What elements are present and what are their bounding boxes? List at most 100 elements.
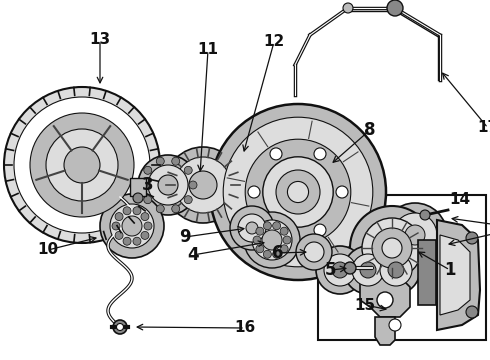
Circle shape: [238, 214, 266, 242]
Circle shape: [223, 117, 373, 267]
Circle shape: [252, 220, 292, 260]
Circle shape: [262, 230, 282, 250]
Circle shape: [388, 262, 404, 278]
Circle shape: [272, 250, 281, 258]
Circle shape: [387, 0, 403, 16]
Circle shape: [133, 207, 141, 215]
Text: 12: 12: [264, 35, 285, 49]
Circle shape: [115, 213, 123, 221]
Circle shape: [466, 232, 478, 244]
Circle shape: [245, 139, 351, 245]
Polygon shape: [360, 277, 410, 317]
Circle shape: [144, 166, 152, 174]
Text: 15: 15: [354, 297, 375, 312]
Circle shape: [280, 227, 288, 235]
Circle shape: [123, 207, 131, 215]
Circle shape: [141, 231, 149, 239]
Circle shape: [133, 237, 141, 245]
Circle shape: [389, 319, 401, 331]
Circle shape: [393, 213, 437, 257]
Circle shape: [184, 196, 192, 204]
Circle shape: [280, 245, 288, 253]
Circle shape: [110, 204, 154, 248]
Circle shape: [139, 181, 147, 189]
Circle shape: [316, 246, 364, 294]
Text: 5: 5: [324, 261, 336, 279]
Circle shape: [372, 228, 412, 268]
Text: 1: 1: [444, 261, 456, 279]
Bar: [418, 240, 436, 305]
Circle shape: [420, 210, 430, 220]
Circle shape: [144, 222, 152, 230]
Circle shape: [144, 196, 152, 204]
Circle shape: [405, 225, 425, 245]
Circle shape: [172, 205, 180, 213]
Circle shape: [253, 236, 261, 244]
Circle shape: [362, 218, 422, 278]
Text: 16: 16: [234, 320, 256, 336]
Bar: [318, 195, 486, 340]
Circle shape: [138, 155, 198, 215]
Circle shape: [246, 222, 258, 234]
Circle shape: [123, 237, 131, 245]
Text: 17: 17: [477, 121, 490, 135]
Text: 13: 13: [90, 32, 111, 48]
Circle shape: [113, 320, 127, 334]
Circle shape: [210, 104, 386, 280]
Circle shape: [263, 222, 271, 230]
Circle shape: [30, 113, 134, 217]
Circle shape: [4, 87, 160, 243]
Circle shape: [344, 246, 392, 294]
Text: 10: 10: [37, 243, 59, 257]
Circle shape: [189, 171, 217, 199]
Circle shape: [133, 193, 143, 203]
Circle shape: [256, 227, 264, 235]
Circle shape: [272, 222, 281, 230]
Circle shape: [352, 254, 384, 286]
Circle shape: [382, 238, 402, 258]
Circle shape: [263, 157, 333, 227]
Circle shape: [343, 3, 353, 13]
Circle shape: [244, 212, 300, 268]
Circle shape: [175, 157, 231, 213]
Circle shape: [158, 175, 178, 195]
Polygon shape: [437, 220, 480, 330]
Circle shape: [112, 222, 120, 230]
Circle shape: [304, 242, 324, 262]
Circle shape: [156, 205, 164, 213]
Circle shape: [230, 206, 274, 250]
Text: 14: 14: [449, 193, 470, 207]
Circle shape: [100, 194, 164, 258]
Circle shape: [314, 224, 326, 236]
Text: 6: 6: [272, 244, 284, 262]
Circle shape: [165, 147, 241, 223]
Circle shape: [380, 254, 412, 286]
Circle shape: [332, 262, 348, 278]
Circle shape: [324, 254, 356, 286]
Circle shape: [172, 157, 180, 165]
Circle shape: [350, 206, 434, 290]
Circle shape: [288, 181, 309, 203]
Circle shape: [256, 245, 264, 253]
Circle shape: [189, 181, 197, 189]
Circle shape: [122, 216, 142, 236]
Circle shape: [296, 234, 332, 270]
Circle shape: [383, 203, 447, 267]
Circle shape: [283, 236, 291, 244]
Circle shape: [46, 129, 118, 201]
Circle shape: [344, 262, 356, 274]
Circle shape: [156, 157, 164, 165]
Circle shape: [14, 97, 150, 233]
Circle shape: [372, 246, 420, 294]
Circle shape: [276, 170, 320, 214]
Circle shape: [270, 148, 282, 160]
Circle shape: [314, 148, 326, 160]
Circle shape: [377, 292, 393, 308]
Circle shape: [336, 186, 348, 198]
Bar: [130, 178, 146, 196]
Text: 3: 3: [142, 176, 154, 194]
Polygon shape: [375, 317, 395, 345]
Circle shape: [248, 186, 260, 198]
Text: 4: 4: [187, 246, 199, 264]
Circle shape: [184, 166, 192, 174]
